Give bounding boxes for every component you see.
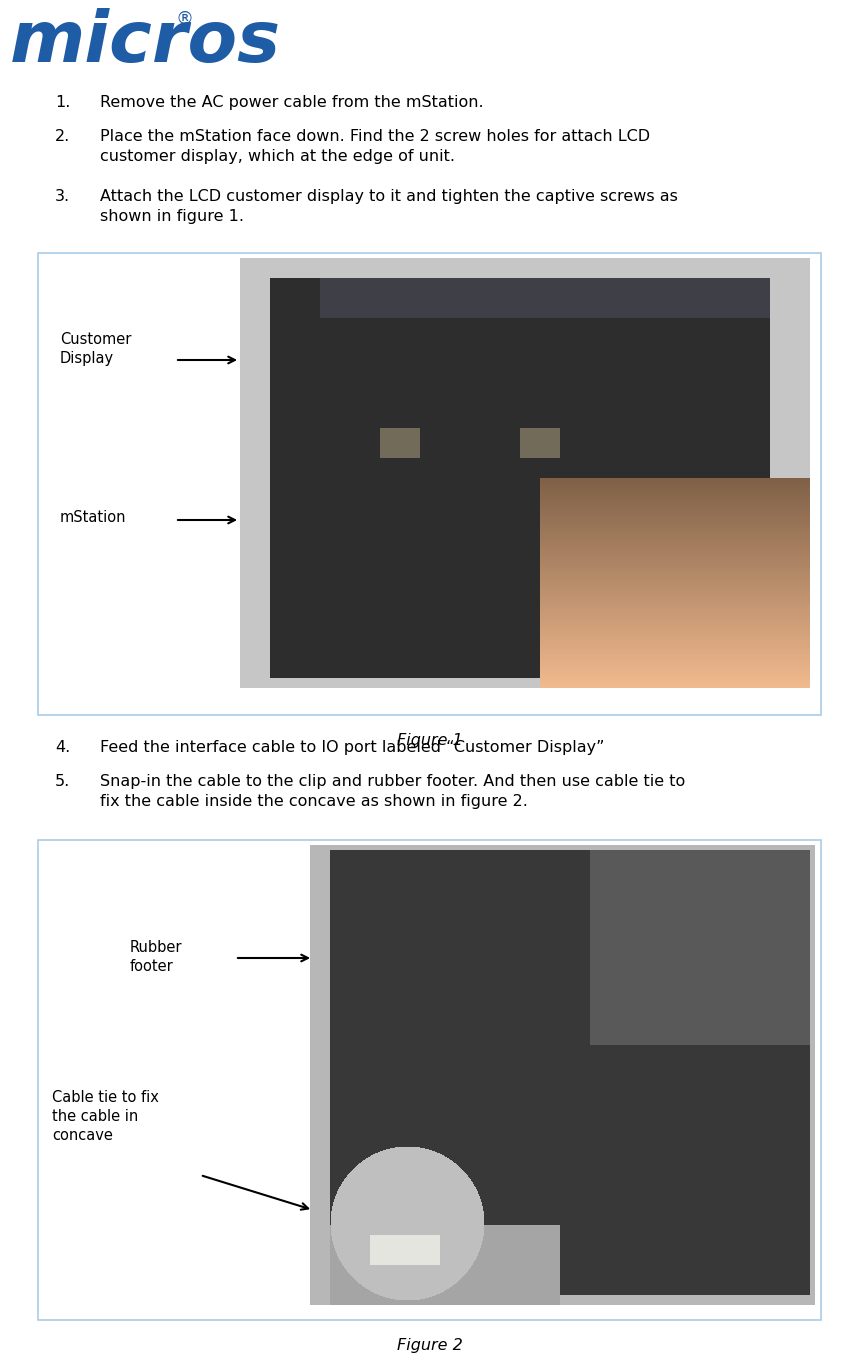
Text: 5.: 5. xyxy=(55,774,71,789)
FancyBboxPatch shape xyxy=(38,840,821,1320)
Text: 3.: 3. xyxy=(55,188,70,205)
Text: micros: micros xyxy=(10,8,282,77)
Text: Tighten the captive screws: Tighten the captive screws xyxy=(391,272,589,287)
Text: Figure 1: Figure 1 xyxy=(397,733,462,748)
Text: Feed the interface cable to IO port labeled “Customer Display”: Feed the interface cable to IO port labe… xyxy=(100,740,604,755)
Text: mStation: mStation xyxy=(60,509,127,524)
Text: ®: ® xyxy=(175,9,193,28)
FancyBboxPatch shape xyxy=(38,253,821,715)
Text: Snap-in the cable to the clip and rubber footer. And then use cable tie to
fix t: Snap-in the cable to the clip and rubber… xyxy=(100,774,685,809)
Text: Place the mStation face down. Find the 2 screw holes for attach LCD
customer dis: Place the mStation face down. Find the 2… xyxy=(100,129,650,164)
Text: Attach the LCD customer display to it and tighten the captive screws as
shown in: Attach the LCD customer display to it an… xyxy=(100,188,678,225)
Text: Customer
Display: Customer Display xyxy=(60,332,132,366)
Text: Figure 2: Figure 2 xyxy=(397,1337,462,1354)
Text: Cable tie to fix
the cable in
concave: Cable tie to fix the cable in concave xyxy=(52,1089,159,1144)
Text: Clip: Clip xyxy=(355,854,383,869)
Text: Rubber
footer: Rubber footer xyxy=(130,940,183,974)
Text: 2.: 2. xyxy=(55,129,71,144)
Text: 1.: 1. xyxy=(55,95,71,110)
Text: 4.: 4. xyxy=(55,740,71,755)
Text: Remove the AC power cable from the mStation.: Remove the AC power cable from the mStat… xyxy=(100,95,484,110)
